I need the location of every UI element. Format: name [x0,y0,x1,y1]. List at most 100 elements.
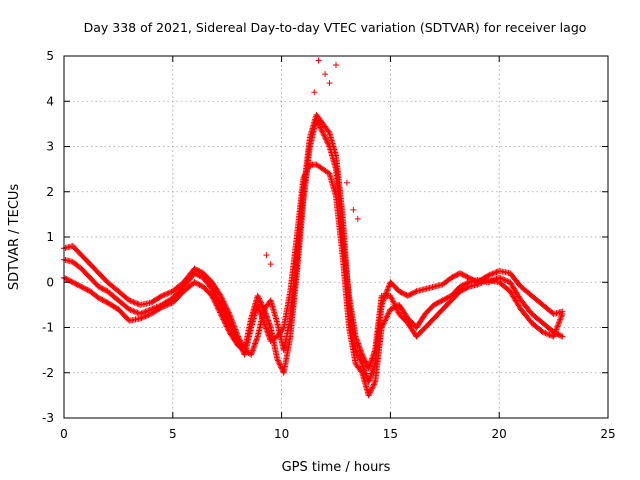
track-c-point [370,351,377,358]
track-b-point [501,276,508,283]
track-b-point [265,331,272,338]
data-markers [61,57,566,399]
track-c-point [145,312,152,319]
track-a-point [164,290,171,297]
track-b-point [131,308,138,315]
track-a-point [366,376,373,383]
track-c-point [479,279,486,286]
track-c-point [265,317,272,324]
track-c-point [220,316,227,323]
track-c-point [213,302,220,309]
x-tick-label: 0 [60,427,68,441]
track-c-point [264,316,271,323]
track-b-point [264,329,271,336]
track-a-point [383,289,390,296]
track-c-point [356,343,363,350]
track-b-point [257,308,264,315]
track-b-point [498,275,505,282]
track-a-point [129,298,135,305]
track-b-point [503,277,509,284]
track-c-point [390,298,397,305]
track-b-point [262,322,269,329]
track-b-point [378,324,385,331]
track-b-point [227,321,234,328]
track-a-point [248,350,255,357]
track-b-point [368,386,375,393]
track-b-point [223,313,230,320]
tail-spikes-point [354,215,361,222]
track-c-point [392,303,399,310]
track-a-point [252,340,259,347]
track-b-point [382,317,389,324]
track-b-point [261,319,268,326]
track-c-point [556,317,563,324]
track-b-point [220,307,227,314]
track-a-point [493,269,500,276]
track-c-point [319,129,326,136]
track-b-point [383,314,390,321]
track-c-point [387,292,394,299]
track-c-point [367,359,374,366]
track-b-point [261,321,268,328]
track-c-point [394,306,401,313]
track-c-point [550,333,557,340]
track-a-point [165,289,172,296]
track-c-point [256,296,263,303]
track-c-point [359,353,366,360]
track-b-point [223,314,230,321]
y-tick-label: 0 [46,275,54,289]
track-b-point [279,325,286,332]
track-b-point [386,309,393,316]
track-a-point [253,337,260,344]
track-c-point [324,139,331,146]
track-a-point [486,271,493,278]
track-c-point [325,142,332,149]
tail-spikes-point [263,252,270,259]
track-a-point [126,297,133,304]
track-b-point [258,311,265,318]
track-b-point [259,314,266,321]
track-b-point [219,306,226,313]
grid [64,56,608,418]
track-c-point [257,299,264,306]
track-c-point [543,330,550,337]
track-b-point [384,313,391,320]
track-b-point [382,316,389,323]
track-c-point [320,131,327,138]
track-c-point [267,323,274,330]
track-a-point [223,305,230,312]
track-a-point [249,348,256,355]
track-b-point [208,286,215,293]
y-tick-label: 4 [46,94,54,108]
track-c-point [394,308,401,315]
track-b-point [370,381,377,388]
track-c-point [369,354,376,361]
x-tick-label: 15 [383,427,398,441]
track-c-point [316,121,323,128]
tail-spikes-point [267,261,274,268]
track-c-point [143,312,150,319]
track-a-point [385,284,392,291]
track-b-point [366,391,373,398]
track-c-point [317,124,324,131]
track-c-point [388,294,395,301]
track-b-point [380,320,387,327]
track-c-point [210,295,217,302]
track-c-point [368,356,375,363]
track-c-point [225,327,232,334]
track-a-point [221,299,228,306]
track-c-point [358,350,365,357]
track-c-point [164,301,171,308]
track-c-point [390,299,397,306]
track-a-point [160,292,167,299]
track-a-point [161,291,168,298]
track-a-point [157,293,164,300]
track-b-point [228,324,235,331]
track-a-point [223,303,230,310]
track-c-point [321,132,328,139]
track-a-point [489,270,496,277]
track-a-point [412,288,419,295]
track-a-point [368,370,375,377]
track-a-point [252,339,259,346]
track-c-point [221,317,228,324]
